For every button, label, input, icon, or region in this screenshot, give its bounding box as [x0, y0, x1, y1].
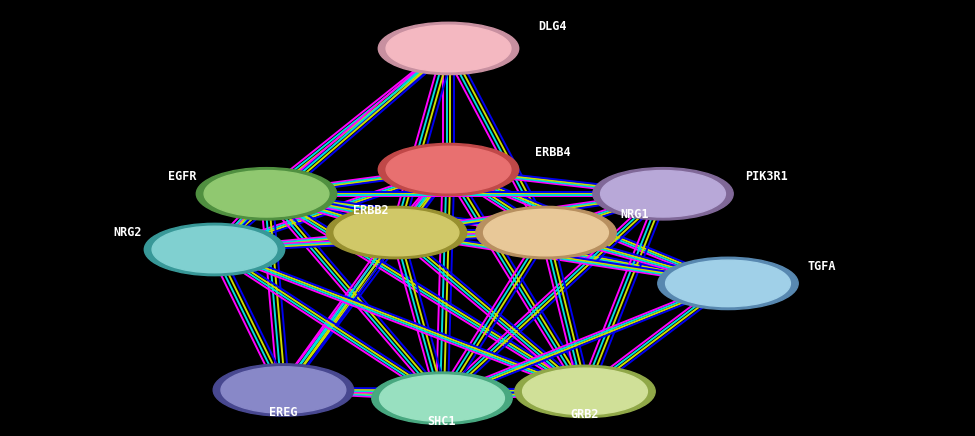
- Text: PIK3R1: PIK3R1: [746, 170, 789, 183]
- Circle shape: [378, 22, 519, 75]
- Circle shape: [378, 143, 519, 196]
- Text: ERBB4: ERBB4: [534, 146, 570, 159]
- Circle shape: [196, 167, 336, 220]
- Circle shape: [658, 257, 799, 310]
- Circle shape: [484, 209, 608, 256]
- Circle shape: [144, 223, 285, 276]
- Circle shape: [379, 375, 504, 422]
- Circle shape: [476, 206, 616, 259]
- Text: TGFA: TGFA: [807, 260, 836, 273]
- Circle shape: [515, 365, 655, 418]
- Circle shape: [371, 372, 512, 424]
- Text: EGFR: EGFR: [168, 170, 196, 183]
- Circle shape: [593, 167, 733, 220]
- Circle shape: [601, 170, 725, 217]
- Circle shape: [327, 206, 467, 259]
- Circle shape: [666, 260, 791, 307]
- Circle shape: [386, 25, 511, 72]
- Text: DLG4: DLG4: [538, 20, 566, 33]
- Text: ERBB2: ERBB2: [353, 204, 388, 217]
- Text: NRG2: NRG2: [113, 226, 141, 239]
- Circle shape: [204, 170, 329, 217]
- Circle shape: [523, 368, 647, 415]
- Circle shape: [334, 209, 459, 256]
- Circle shape: [152, 226, 277, 273]
- Text: SHC1: SHC1: [428, 415, 456, 428]
- Circle shape: [214, 364, 354, 416]
- Text: NRG1: NRG1: [620, 208, 648, 221]
- Circle shape: [386, 146, 511, 193]
- Text: GRB2: GRB2: [570, 408, 600, 421]
- Text: EREG: EREG: [269, 406, 297, 419]
- Circle shape: [221, 367, 346, 413]
